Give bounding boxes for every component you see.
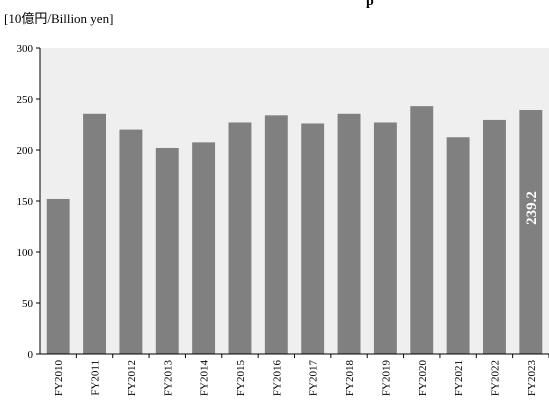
bar-fy2023 xyxy=(519,110,543,355)
y-tick-label: 150 xyxy=(17,196,34,208)
y-tick-label: 300 xyxy=(17,43,34,55)
bar-fy2014 xyxy=(192,142,216,354)
y-tick-label: 0 xyxy=(28,349,34,361)
y-tick-label: 200 xyxy=(17,145,34,157)
y-tick-label: 100 xyxy=(17,247,34,259)
data-label: 239.2 xyxy=(524,191,540,225)
bar-fy2011 xyxy=(83,113,106,354)
bar-fy2020 xyxy=(410,106,434,354)
bar-fy2015 xyxy=(228,122,252,355)
x-tick-label: FY2013 xyxy=(162,360,174,397)
y-tick-label: 50 xyxy=(22,298,34,310)
plot-background xyxy=(40,48,549,354)
x-tick-label: FY2018 xyxy=(344,360,356,397)
y-tick-label: 250 xyxy=(17,94,34,106)
x-tick-label: FY2011 xyxy=(90,360,102,396)
y-ticks-group: 0 50 100 150 200 250 300 xyxy=(17,43,40,361)
x-tick-label: FY2012 xyxy=(126,360,138,396)
x-ticks-group: FY2010 FY2011 FY2012 FY2013 FY2014 FY2015 FY20… xyxy=(53,354,549,396)
x-tick-label: FY2019 xyxy=(380,360,392,397)
x-tick-label: FY2023 xyxy=(526,360,538,397)
x-tick-label: FY2014 xyxy=(199,360,211,397)
x-tick-label: FY2010 xyxy=(53,360,65,397)
bar-fy2013 xyxy=(155,147,179,354)
bar-fy2022 xyxy=(483,119,506,354)
bar-fy2017 xyxy=(301,123,325,354)
bars-group xyxy=(46,106,543,355)
x-tick-label: FY2020 xyxy=(417,360,429,397)
chart-title-fragment: p xyxy=(366,0,374,9)
bar-fy2016 xyxy=(264,115,288,354)
data-labels-group: 239.2 xyxy=(524,191,540,225)
unit-label: [10億円/Billion yen] xyxy=(4,11,114,26)
bar-fy2021 xyxy=(446,137,470,354)
x-tick-label: FY2015 xyxy=(235,360,247,397)
bar-fy2019 xyxy=(373,122,397,355)
x-tick-label: FY2021 xyxy=(453,360,465,396)
bar-fy2012 xyxy=(119,129,143,354)
bar-fy2018 xyxy=(337,113,361,354)
x-tick-label: FY2017 xyxy=(308,360,320,397)
x-tick-label: FY2016 xyxy=(271,360,283,397)
bar-fy2010 xyxy=(46,198,70,354)
x-tick-label: FY2022 xyxy=(489,360,501,396)
